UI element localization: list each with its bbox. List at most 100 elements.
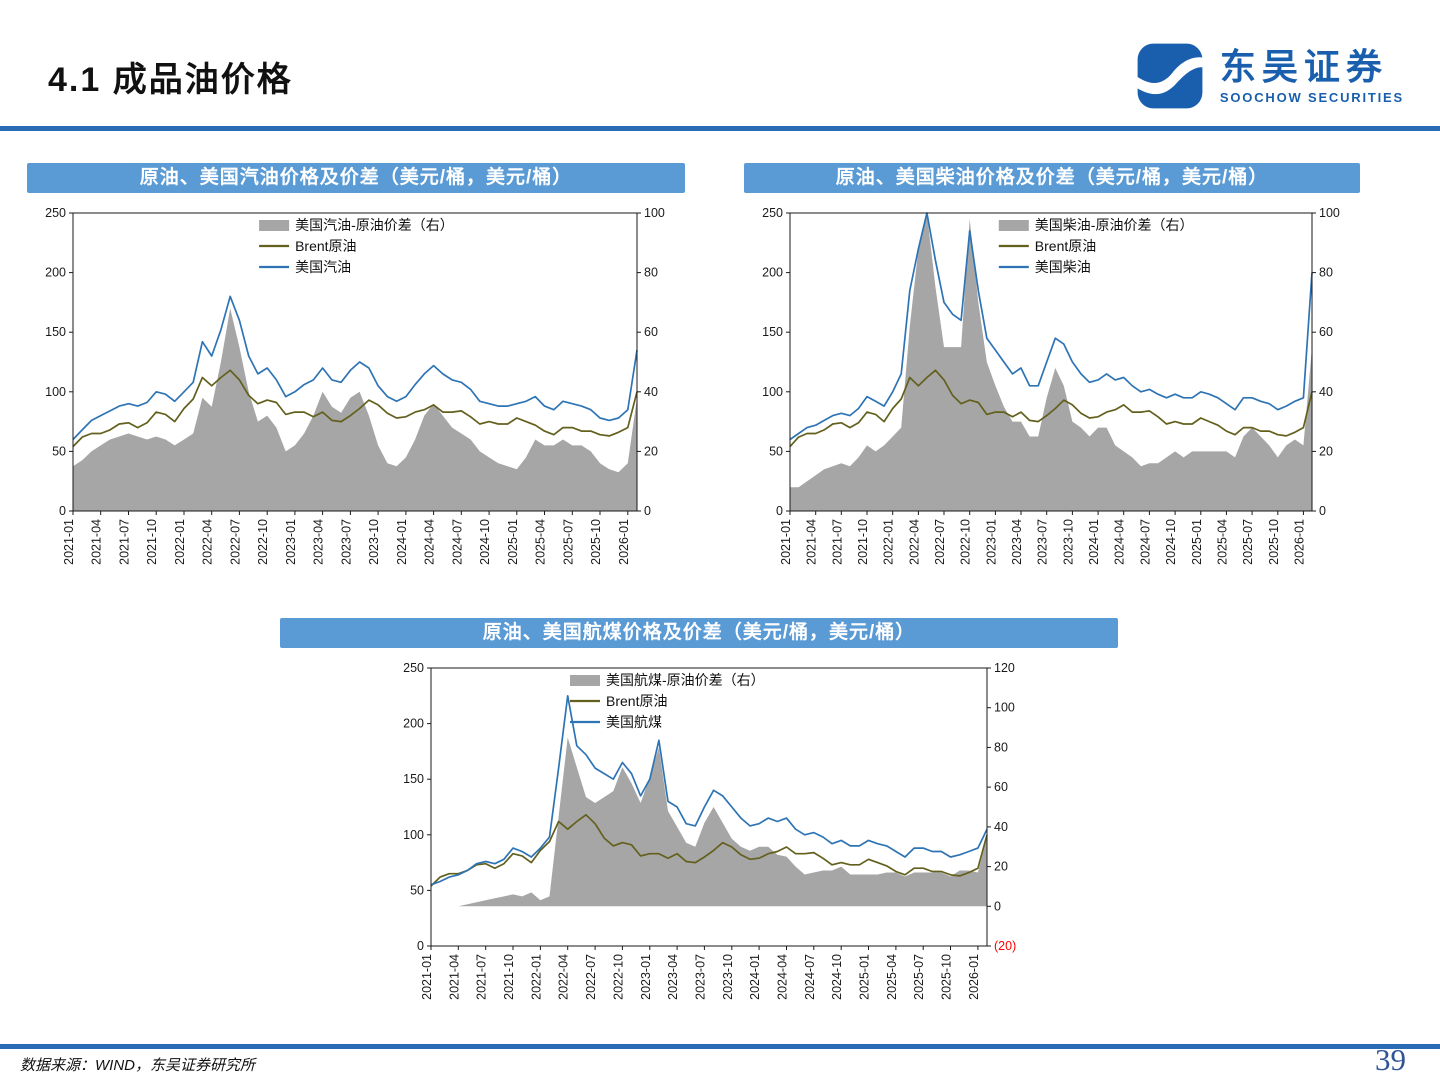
- left-axis-tick-label: 150: [45, 325, 66, 339]
- legend-area-swatch: [259, 220, 290, 231]
- x-axis-tick-label: 2024-04: [776, 954, 790, 1000]
- x-axis-tick-label: 2025-07: [912, 954, 926, 1000]
- chart-panel-gasoline: 原油、美国汽油价格及价差（美元/桶，美元/桶） 0 50 100 150 200 250 1…: [27, 163, 685, 599]
- x-axis-tick-label: 2021-10: [145, 519, 159, 565]
- x-axis-tick-label: 2024-10: [1164, 519, 1178, 565]
- x-axis-tick-label: 2023-10: [721, 954, 735, 1000]
- x-axis-tick-label: 2026-01: [1292, 519, 1306, 565]
- product-line-series: [72, 295, 638, 441]
- x-axis-tick-label: 2023-01: [984, 519, 998, 565]
- right-axis-tick-label: 0: [994, 899, 1001, 913]
- x-axis-tick-label: 2025-10: [1267, 519, 1281, 565]
- x-axis-tick-label: 2022-01: [529, 954, 543, 1000]
- plot-border: [72, 212, 638, 512]
- left-axis-tick-label: 0: [417, 939, 424, 953]
- right-axis-tick-label: 60: [1319, 325, 1333, 339]
- right-axis-tick-label: 80: [1319, 266, 1333, 280]
- x-axis-tick-label: 2026-01: [617, 519, 631, 565]
- x-axis-tick-label: 2023-07: [339, 519, 353, 565]
- right-axis-tick-label: 100: [644, 206, 665, 220]
- legend-label: Brent原油: [606, 693, 667, 709]
- x-axis-tick-label: 2025-01: [858, 954, 872, 1000]
- right-axis-tick-label: 20: [644, 444, 658, 458]
- x-axis-tick-label: 2025-01: [1190, 519, 1204, 565]
- x-axis-tick-label: 2025-04: [534, 519, 548, 565]
- product-line-series: [789, 212, 1313, 441]
- x-axis-tick-label: 2025-07: [1241, 519, 1255, 565]
- left-axis-tick-label: 50: [410, 883, 424, 897]
- legend-label: 美国汽油: [295, 259, 351, 275]
- right-axis-tick-label: 80: [994, 740, 1008, 754]
- right-axis-tick-label: 60: [994, 780, 1008, 794]
- x-axis-tick-label: 2024-04: [423, 519, 437, 565]
- legend-label: Brent原油: [295, 238, 356, 254]
- right-axis-tick-label: 0: [644, 504, 651, 518]
- x-axis-tick-label: 2021-01: [420, 954, 434, 1000]
- brand-logo: 东吴证券 SOOCHOW SECURITIES: [1134, 40, 1404, 112]
- x-axis-tick-label: 2024-07: [803, 954, 817, 1000]
- x-axis-tick-label: 2026-01: [967, 954, 981, 1000]
- left-axis-tick-label: 100: [403, 828, 424, 842]
- page-number: 39: [1375, 1042, 1406, 1077]
- chart-title-diesel: 原油、美国柴油价格及价差（美元/桶，美元/桶）: [744, 163, 1360, 193]
- legend-label: 美国航煤-原油价差（右）: [606, 672, 765, 688]
- right-axis-tick-label: 100: [994, 701, 1015, 715]
- x-axis-tick-label: 2023-04: [666, 954, 680, 1000]
- x-axis-tick-label: 2023-04: [312, 519, 326, 565]
- x-axis-tick-label: 2024-04: [1113, 519, 1127, 565]
- right-axis-tick-label: 20: [994, 860, 1008, 874]
- left-axis-tick-label: 250: [403, 661, 424, 675]
- x-axis-tick-label: 2023-01: [284, 519, 298, 565]
- x-axis-tick-label: 2021-07: [830, 519, 844, 565]
- left-axis-tick-label: 200: [403, 717, 424, 731]
- legend-label: 美国航煤: [606, 714, 662, 730]
- chart-title-gasoline: 原油、美国汽油价格及价差（美元/桶，美元/桶）: [27, 163, 685, 193]
- x-axis-tick-label: 2024-10: [478, 519, 492, 565]
- right-axis-tick-label: 20: [1319, 444, 1333, 458]
- x-axis-tick-label: 2025-07: [561, 519, 575, 565]
- x-axis-tick-label: 2024-01: [1087, 519, 1101, 565]
- header-divider: [0, 126, 1440, 131]
- legend-label: Brent原油: [1035, 238, 1096, 254]
- brand-name-cn: 东吴证券: [1219, 46, 1388, 88]
- left-axis-tick-label: 250: [762, 206, 783, 220]
- plot-border: [430, 667, 988, 947]
- x-axis-tick-label: 2022-10: [611, 954, 625, 1000]
- legend-area-swatch: [998, 220, 1029, 231]
- brent-line-series: [72, 369, 638, 448]
- right-axis-tick-label: 40: [644, 385, 658, 399]
- left-axis-tick-label: 0: [776, 504, 783, 518]
- left-axis-tick-label: 150: [762, 325, 783, 339]
- x-axis-tick-label: 2024-01: [748, 954, 762, 1000]
- x-axis-tick-label: 2023-01: [639, 954, 653, 1000]
- x-axis-tick-label: 2023-10: [367, 519, 381, 565]
- x-axis-tick-label: 2022-04: [201, 519, 215, 565]
- spread-area-series: [73, 308, 637, 511]
- left-axis-tick-label: 250: [45, 206, 66, 220]
- x-axis-tick-label: 2025-10: [589, 519, 603, 565]
- left-axis-tick-label: 150: [403, 772, 424, 786]
- x-axis-tick-label: 2022-04: [557, 954, 571, 1000]
- x-axis-tick-label: 2024-07: [450, 519, 464, 565]
- product-line-series: [430, 694, 988, 886]
- spread-area-series: [790, 213, 1312, 511]
- right-axis-tick-label: 60: [644, 325, 658, 339]
- chart-gasoline: 0 50 100 150 200 250 100 80 60 40 20 0 2021-01 2021-0…: [27, 199, 685, 599]
- right-axis-tick-label: 120: [994, 661, 1015, 675]
- x-axis-tick-label: 2024-01: [395, 519, 409, 565]
- x-axis-tick-label: 2022-07: [584, 954, 598, 1000]
- brand-text: 东吴证券 SOOCHOW SECURITIES: [1220, 47, 1404, 105]
- x-axis-tick-label: 2022-10: [959, 519, 973, 565]
- x-axis-tick-label: 2023-10: [1061, 519, 1075, 565]
- right-axis-tick-label: (20): [994, 939, 1016, 953]
- plot-border: [789, 212, 1313, 512]
- right-axis-tick-label: 40: [994, 820, 1008, 834]
- x-axis-tick-label: 2022-01: [882, 519, 896, 565]
- x-axis-tick-label: 2025-04: [1215, 519, 1229, 565]
- x-axis-tick-label: 2022-07: [933, 519, 947, 565]
- chart-jetfuel: 0 50 100 150 200 250 120 100 80 60 40 20 0 (20) 2021-0…: [385, 654, 1035, 1034]
- data-source: 数据来源：WIND，东吴证券研究所: [20, 1057, 255, 1074]
- right-axis-tick-label: 100: [1319, 206, 1340, 220]
